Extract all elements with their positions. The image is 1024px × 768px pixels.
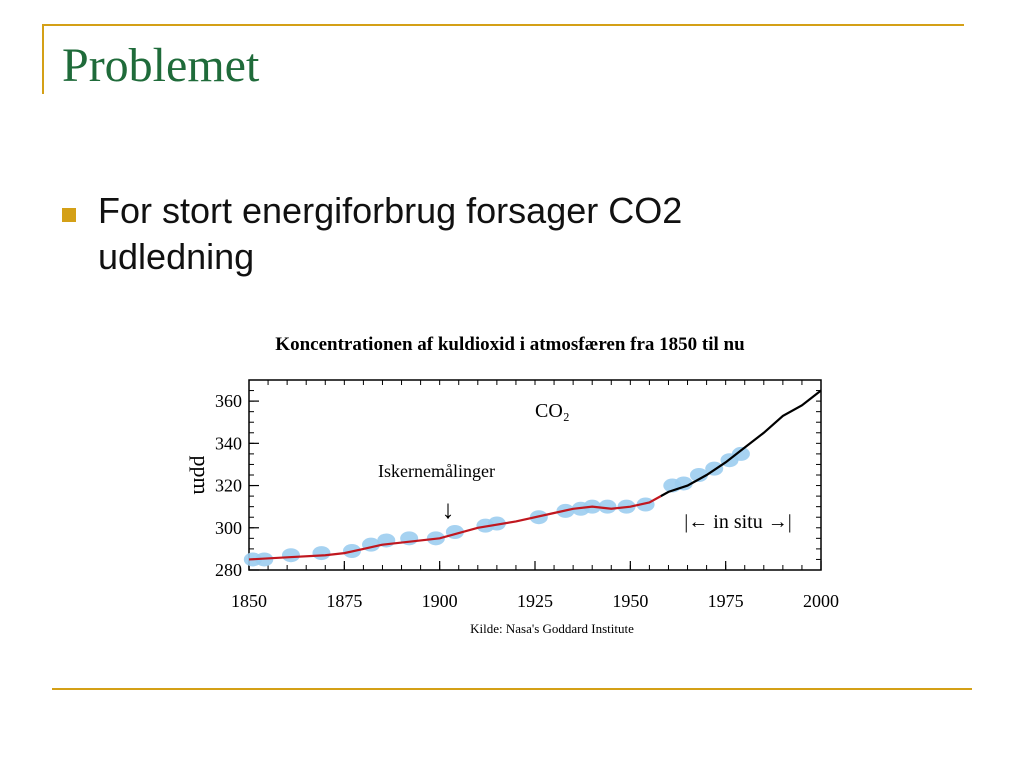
left-rule xyxy=(42,24,44,94)
ice-core-marker xyxy=(281,548,300,563)
x-tick-label: 1900 xyxy=(422,591,458,611)
ice-core-marker xyxy=(689,468,708,482)
ice-core-trend-line xyxy=(248,495,662,561)
ice-core-marker xyxy=(312,546,331,561)
series-layer xyxy=(243,389,822,567)
y-tick-label: 340 xyxy=(215,433,242,453)
top-rule xyxy=(44,24,964,26)
chart-source: Kilde: Nasa's Goddard Institute xyxy=(470,621,634,636)
axis-ticks: 1850 1875 1900 1925 1950 1975 2000 280 300 320 340… xyxy=(215,379,839,611)
x-tick-label: 1850 xyxy=(231,591,267,611)
ice-core-marker xyxy=(731,446,750,461)
y-tick-label: 280 xyxy=(215,560,242,580)
x-tick-label: 1925 xyxy=(517,591,553,611)
y-tick-label: 300 xyxy=(215,518,242,538)
in-situ-annotation: |← in situ →| xyxy=(684,511,791,533)
y-tick-label: 320 xyxy=(215,476,242,496)
y-axis-label: ppm xyxy=(189,455,214,494)
bullet-square-icon xyxy=(62,208,76,222)
x-tick-label: 1975 xyxy=(708,591,744,611)
ice-core-marker xyxy=(598,499,617,514)
co2-annotation: CO₂ xyxy=(535,400,570,422)
x-tick-label: 2000 xyxy=(803,591,839,611)
slide-title: Problemet xyxy=(62,39,260,92)
bullet-text: For stort energiforbrug forsager CO2 udl… xyxy=(98,190,683,277)
in-situ-line xyxy=(660,389,822,498)
chart-title: Koncentrationen af kuldioxid i atmosfære… xyxy=(275,334,745,355)
bullet-item: For stort energiforbrug forsager CO2 udl… xyxy=(62,188,842,280)
ice-core-annotation: Iskernemålinger xyxy=(378,461,495,481)
y-tick-label: 360 xyxy=(215,391,242,411)
bottom-rule xyxy=(52,688,972,690)
x-tick-label: 1875 xyxy=(326,591,362,611)
x-tick-label: 1950 xyxy=(612,591,648,611)
ice-core-marker xyxy=(674,476,693,491)
ice-core-arrow: ↓ xyxy=(442,495,455,524)
